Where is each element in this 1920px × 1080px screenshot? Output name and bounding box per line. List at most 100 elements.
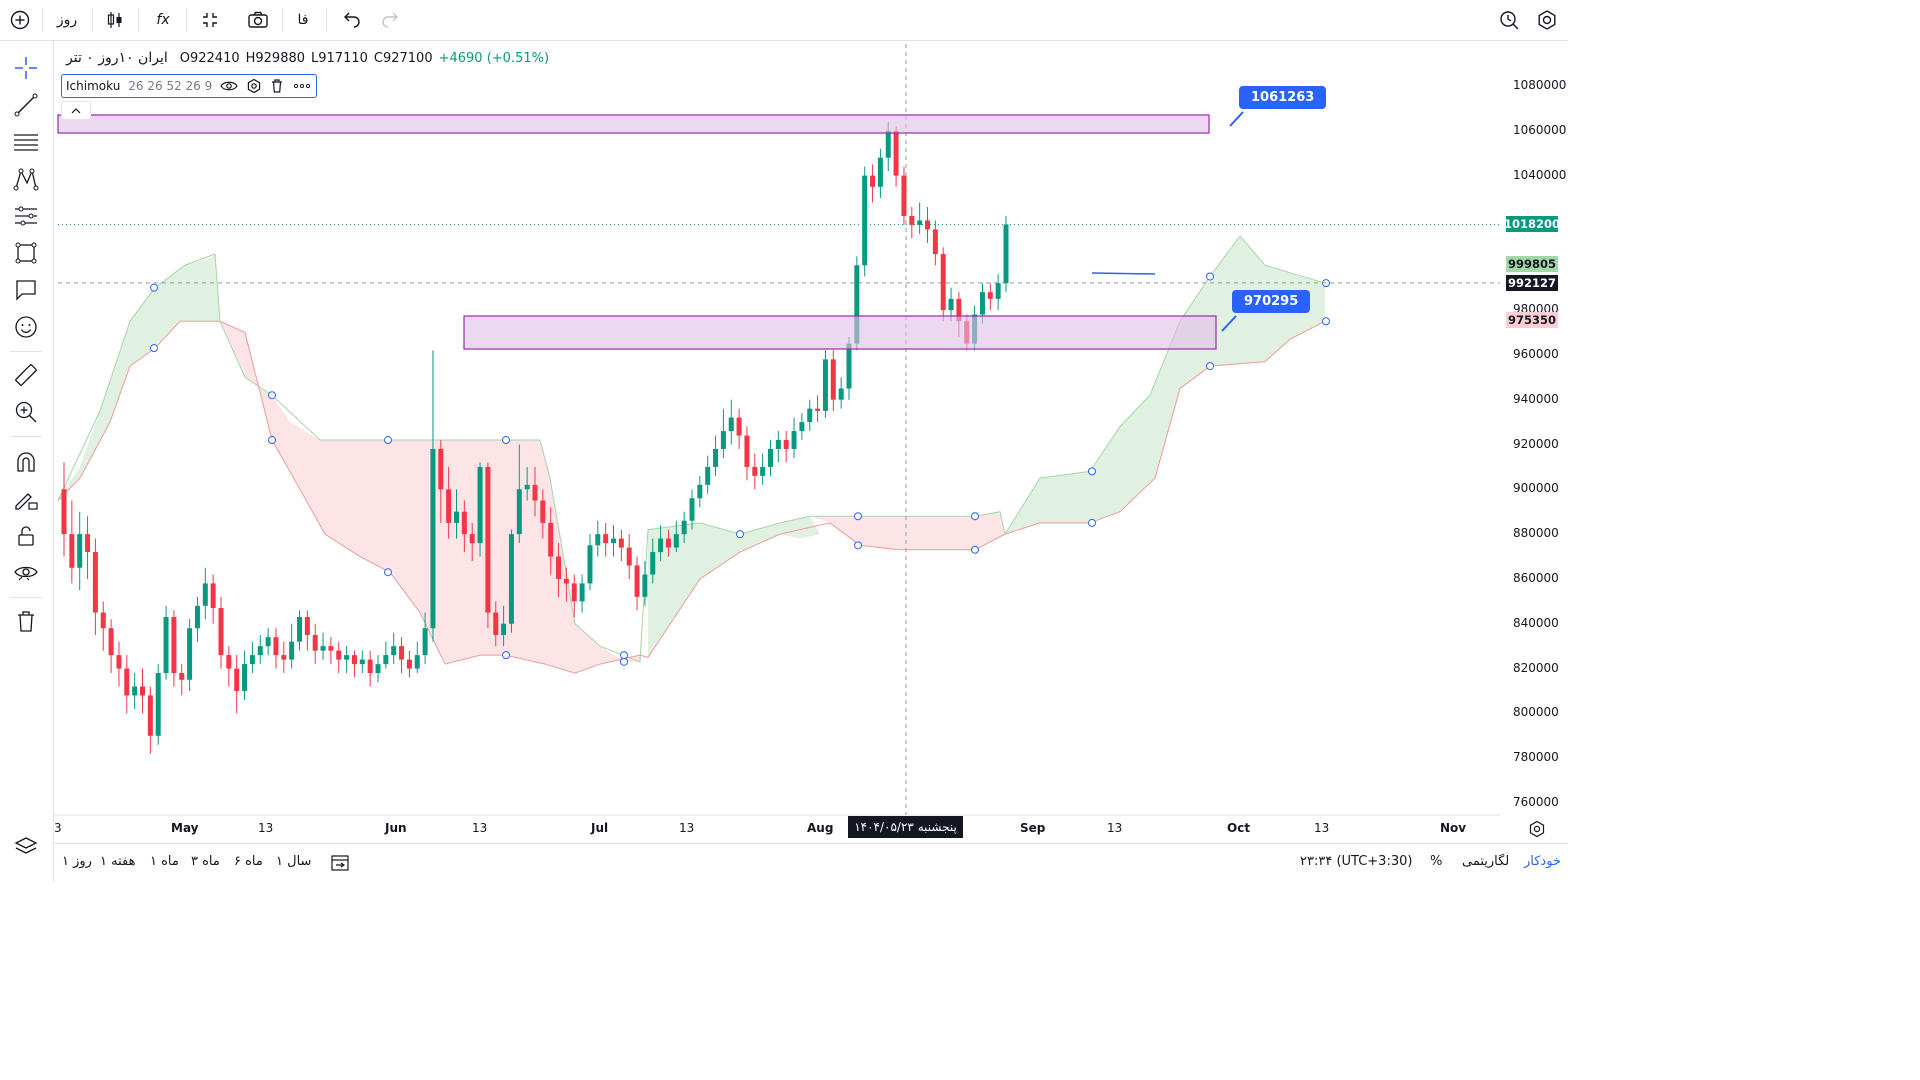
range-1y[interactable]: ۱ سال [276, 854, 312, 869]
candle-body [61, 489, 67, 535]
anchor-point [1088, 467, 1096, 476]
candle-body [948, 298, 954, 311]
anchor-point [1322, 317, 1330, 326]
indicator-name[interactable]: Ichimoku [66, 79, 121, 93]
language-button[interactable]: فا [297, 12, 309, 28]
candle-body [501, 623, 507, 635]
candle-body [92, 552, 98, 613]
calendar-range-icon [331, 855, 349, 871]
candle-body [273, 637, 279, 656]
candle-body [485, 466, 491, 613]
candle-body [548, 522, 554, 557]
hide-drawings-tool[interactable] [10, 557, 42, 589]
screenshot-button[interactable] [244, 6, 272, 34]
change-value: +4690 (+0.51%) [438, 50, 550, 66]
candle-body [854, 265, 860, 344]
candle-body [234, 668, 240, 691]
log-toggle[interactable]: لگاریتمی [1462, 854, 1510, 869]
candle-body [540, 500, 546, 523]
candle-body [461, 511, 467, 535]
candle-body [579, 583, 585, 602]
pencil-lock-icon [15, 493, 38, 510]
time-tick: 13 [472, 821, 488, 835]
range-1d[interactable]: ۱ روز [62, 854, 92, 869]
measure-tool[interactable] [10, 359, 42, 391]
range-1m[interactable]: ۱ ماه [150, 854, 179, 869]
collapse-legend-button[interactable] [61, 101, 91, 120]
crosshair-tool[interactable] [10, 52, 42, 84]
candle-body [650, 552, 656, 575]
time-tick: 13 [679, 821, 695, 835]
chart-type-button[interactable] [100, 6, 130, 34]
candles-icon [107, 12, 122, 28]
lower-zone-label[interactable]: 970295 [1232, 290, 1311, 313]
eye-icon [14, 566, 38, 581]
quick-search-button[interactable] [1494, 6, 1524, 34]
auto-toggle[interactable]: خودکار [1524, 854, 1561, 869]
zoom-tool[interactable] [10, 396, 42, 428]
percent-toggle[interactable]: % [1430, 854, 1443, 869]
price-tick: 960000 [1513, 346, 1559, 361]
range-6m[interactable]: ۶ ماه [234, 854, 263, 869]
candle-body [124, 668, 130, 696]
symbol-name[interactable]: ایران ۱۰روز ۰ تتر [66, 50, 168, 66]
anchor-point [736, 530, 744, 539]
axis-settings-button[interactable] [1528, 820, 1546, 842]
price-tick: 1080000 [1513, 78, 1567, 92]
shape-tool[interactable] [10, 237, 42, 269]
anchor-point [150, 283, 158, 292]
anchor-point [620, 651, 628, 660]
anchor-point [384, 568, 392, 577]
range-3m[interactable]: ۳ ماه [191, 854, 220, 869]
candle-body [257, 646, 263, 656]
candle-body [155, 673, 161, 736]
upper-zone-label[interactable]: 1061263 [1239, 86, 1327, 109]
span-a-tag: 999805 [1506, 255, 1558, 272]
more-icon[interactable] [292, 79, 312, 93]
price-tick: 940000 [1513, 391, 1559, 406]
time-tick: May [171, 821, 199, 835]
lock-drawings-tool[interactable] [10, 520, 42, 552]
fib-tool[interactable] [10, 126, 42, 158]
redo-button[interactable] [376, 6, 404, 34]
candle-body [909, 215, 915, 225]
candle-body [328, 646, 334, 651]
indicator-legend[interactable]: Ichimoku 26 26 52 26 9 [61, 74, 318, 98]
indicators-button[interactable]: fx [148, 6, 178, 34]
annotation-tool[interactable] [10, 274, 42, 306]
settings-button[interactable] [1532, 6, 1562, 34]
undo-button[interactable] [338, 6, 366, 34]
range-1w[interactable]: ۱ هفته [100, 854, 136, 869]
magnet-tool[interactable] [10, 446, 42, 478]
stay-in-drawing-tool[interactable] [10, 483, 42, 515]
candle-body [516, 489, 522, 535]
trend-line-tool[interactable] [10, 89, 42, 121]
gear-icon[interactable] [246, 78, 262, 94]
candle-body [532, 484, 538, 501]
date-range-button[interactable] [330, 852, 352, 876]
candle-body [760, 466, 766, 476]
interval-button[interactable]: روز [56, 12, 78, 28]
fullscreen-button[interactable] [196, 6, 224, 34]
remove-drawings-tool[interactable] [10, 605, 42, 637]
candle-body [383, 655, 389, 665]
eye-icon[interactable] [220, 79, 238, 93]
icon-tool[interactable] [10, 311, 42, 343]
object-tree-tool[interactable] [10, 831, 42, 863]
plus-circle-icon [10, 10, 30, 30]
candle-body [673, 534, 679, 548]
trash-icon[interactable] [270, 78, 284, 94]
anchor-point [1206, 272, 1214, 281]
ichimoku-cloud-bullish [1005, 236, 1325, 535]
anchor-point [971, 545, 979, 554]
price-chart[interactable] [0, 0, 1568, 882]
anchor-point [150, 344, 158, 353]
candle-body [100, 612, 106, 629]
candle-body [720, 431, 726, 449]
anchor-point [502, 651, 510, 660]
add-symbol-button[interactable] [6, 6, 34, 34]
timezone-label[interactable]: ۲۳:۳۴ (UTC+3:30) [1300, 854, 1413, 869]
pattern-tool[interactable] [10, 163, 42, 195]
candle-body [1003, 224, 1009, 284]
forecast-tool[interactable] [10, 200, 42, 232]
